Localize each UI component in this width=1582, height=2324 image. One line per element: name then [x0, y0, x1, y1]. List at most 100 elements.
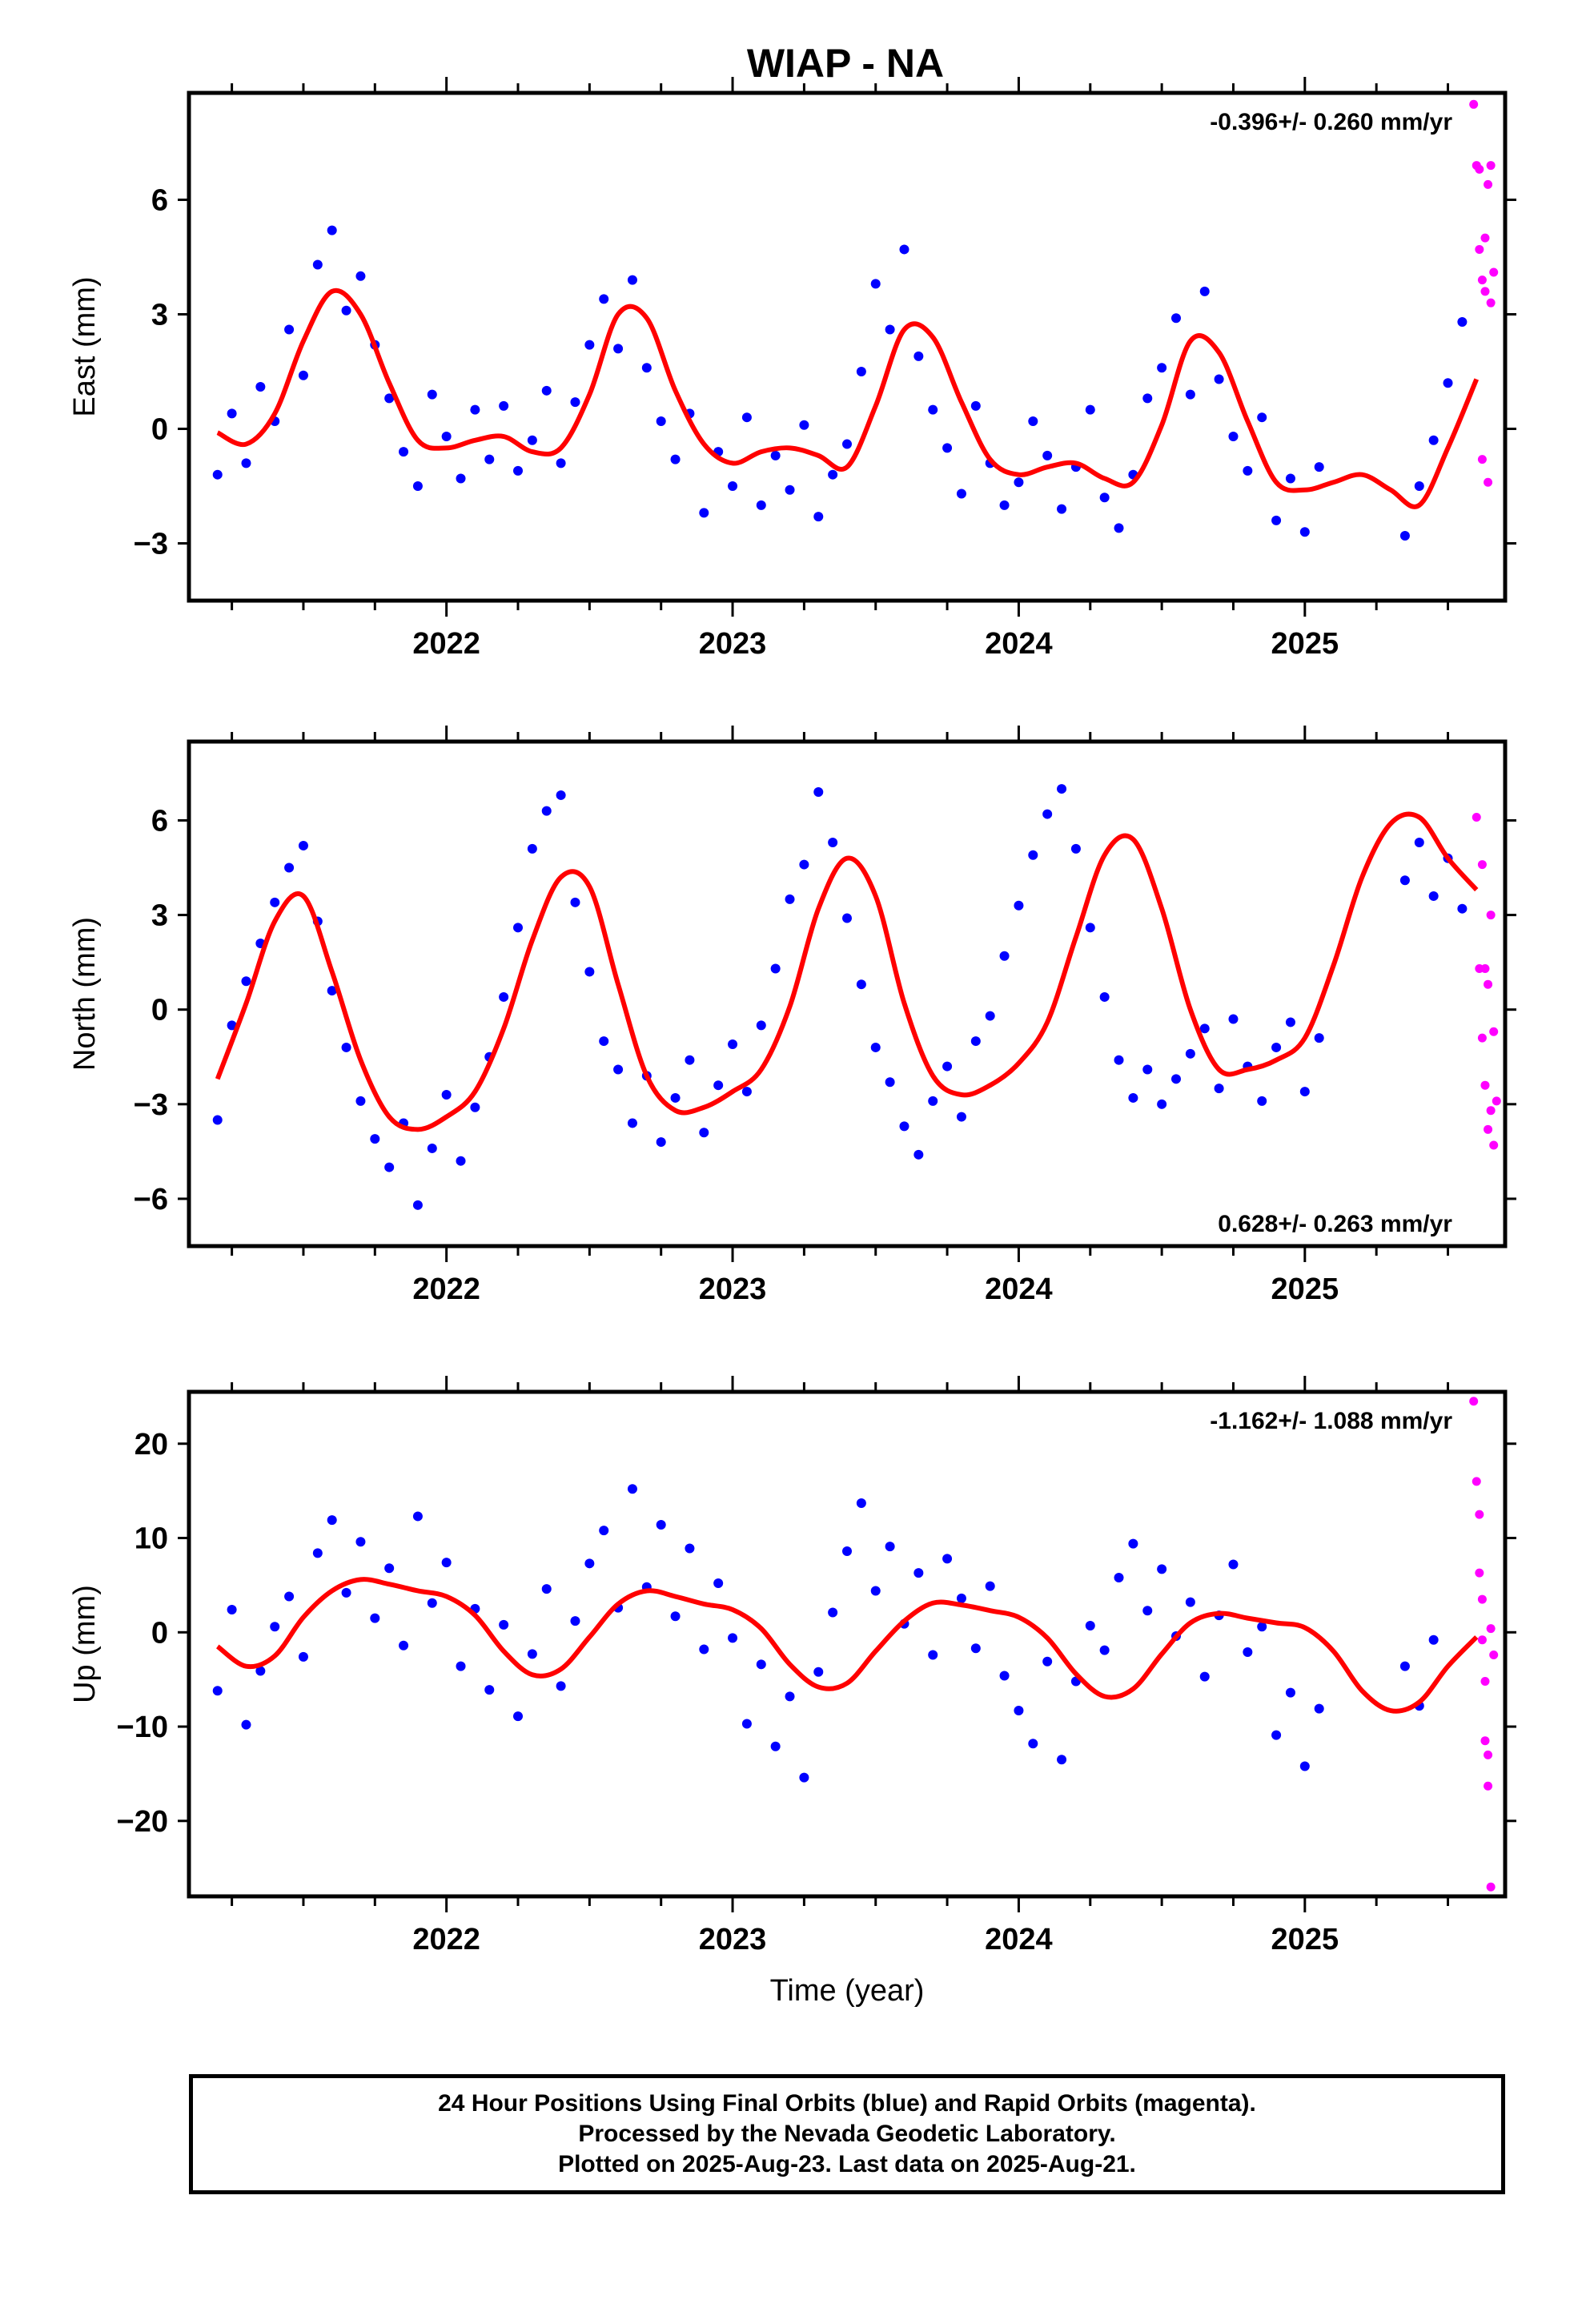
- final-orbit-point: [713, 1578, 724, 1589]
- final-orbit-point: [942, 1554, 953, 1564]
- final-orbit-point: [1414, 480, 1424, 491]
- final-orbit-point: [355, 1096, 366, 1106]
- final-orbit-point: [699, 508, 709, 518]
- final-orbit-point: [785, 1691, 795, 1702]
- y-tick-label: −20: [117, 1805, 168, 1839]
- final-orbit-point: [1057, 784, 1067, 794]
- final-orbit-point: [942, 443, 953, 453]
- final-orbit-point: [270, 897, 280, 907]
- rapid-orbit-point: [1477, 860, 1487, 870]
- final-orbit-point: [813, 1667, 824, 1677]
- final-orbit-point: [227, 408, 237, 419]
- rapid-orbit-point: [1486, 911, 1496, 920]
- final-orbit-point: [785, 894, 795, 904]
- final-orbit-point: [1428, 1634, 1439, 1645]
- final-orbit-point: [641, 363, 652, 373]
- final-orbit-point: [384, 1563, 395, 1574]
- final-orbit-point: [1028, 1739, 1038, 1749]
- final-orbit-point: [1428, 435, 1439, 445]
- final-orbit-point: [1042, 1656, 1053, 1667]
- final-orbit-point: [756, 1020, 766, 1031]
- final-orbit-point: [1257, 1096, 1267, 1106]
- final-orbit-point: [1057, 504, 1067, 514]
- final-orbit-point: [212, 1686, 223, 1696]
- final-orbit-point: [799, 859, 809, 870]
- rate-annotation: 0.628+/- 0.263 mm/yr: [1218, 1211, 1452, 1237]
- y-tick-label: 3: [151, 899, 168, 933]
- final-orbit-point: [599, 1526, 609, 1536]
- final-orbit-point: [1314, 1703, 1324, 1714]
- final-orbit-point: [584, 967, 595, 977]
- final-orbit-point: [970, 400, 981, 411]
- final-orbit-point: [1070, 843, 1081, 854]
- final-orbit-point: [470, 404, 480, 415]
- final-orbit-point: [942, 1061, 953, 1072]
- final-orbit-point: [1443, 378, 1453, 388]
- final-orbit-point: [613, 1064, 624, 1075]
- final-orbit-point: [913, 1568, 924, 1578]
- final-orbit-point: [885, 1077, 895, 1088]
- final-orbit-point: [599, 294, 609, 304]
- rapid-orbit-point: [1477, 455, 1487, 464]
- rapid-orbit-point: [1475, 164, 1484, 174]
- final-orbit-point: [541, 385, 552, 396]
- rapid-orbit-point: [1484, 1781, 1493, 1791]
- final-orbit-point: [312, 1548, 323, 1558]
- final-orbit-point: [1157, 363, 1167, 373]
- final-orbit-point: [913, 1149, 924, 1160]
- final-orbit-point: [513, 465, 523, 476]
- final-orbit-point: [1157, 1564, 1167, 1574]
- final-orbit-point: [1171, 1074, 1181, 1084]
- final-orbit-point: [1199, 286, 1210, 296]
- y-tick-label: 6: [151, 804, 168, 838]
- final-orbit-point: [1228, 432, 1239, 442]
- final-orbit-point: [627, 1484, 637, 1494]
- final-orbit-point: [999, 1671, 1010, 1681]
- final-orbit-point: [270, 1622, 280, 1632]
- rapid-orbit-point: [1477, 1033, 1487, 1043]
- final-orbit-point: [255, 1666, 266, 1676]
- final-orbit-point: [885, 1542, 895, 1552]
- final-orbit-point: [770, 450, 781, 460]
- data-layer: [212, 784, 1501, 1210]
- final-orbit-point: [813, 512, 824, 522]
- final-orbit-point: [284, 324, 295, 335]
- final-orbit-point: [999, 951, 1010, 961]
- fit-curve: [216, 287, 1480, 509]
- final-orbit-point: [355, 271, 366, 281]
- final-orbit-point: [956, 1593, 966, 1603]
- final-orbit-point: [1399, 530, 1410, 541]
- x-tick-label: 2024: [985, 1273, 1053, 1306]
- y-tick-label: 6: [151, 183, 168, 217]
- final-orbit-point: [384, 393, 395, 404]
- x-tick-label: 2025: [1271, 1273, 1339, 1306]
- final-orbit-point: [570, 397, 580, 408]
- final-orbit-point: [1457, 317, 1468, 328]
- final-orbit-point: [541, 806, 552, 816]
- final-orbit-point: [241, 976, 251, 987]
- final-orbit-point: [713, 1080, 724, 1091]
- rapid-orbit-point: [1480, 1677, 1490, 1687]
- final-orbit-point: [1142, 1064, 1153, 1075]
- rapid-orbit-point: [1484, 179, 1493, 189]
- final-orbit-point: [1042, 450, 1053, 460]
- final-orbit-point: [513, 1711, 523, 1722]
- rapid-orbit-point: [1480, 287, 1490, 296]
- final-orbit-point: [241, 1719, 251, 1730]
- final-orbit-point: [1028, 850, 1038, 860]
- rapid-orbit-point: [1475, 1510, 1484, 1519]
- x-tick-label: 2025: [1271, 1923, 1339, 1956]
- final-orbit-point: [813, 787, 824, 797]
- final-orbit-point: [1014, 477, 1024, 488]
- final-orbit-point: [427, 1598, 437, 1608]
- rate-annotation: -0.396+/- 0.260 mm/yr: [1210, 109, 1452, 135]
- final-orbit-point: [370, 1613, 380, 1623]
- rapid-orbit-point: [1486, 161, 1496, 171]
- rapid-orbit-point: [1489, 1651, 1499, 1660]
- final-orbit-point: [670, 454, 681, 464]
- final-orbit-point: [627, 275, 637, 285]
- final-orbit-point: [584, 1558, 595, 1569]
- x-tick-label: 2024: [985, 1923, 1053, 1956]
- final-orbit-point: [741, 1719, 752, 1729]
- final-orbit-point: [499, 1619, 509, 1630]
